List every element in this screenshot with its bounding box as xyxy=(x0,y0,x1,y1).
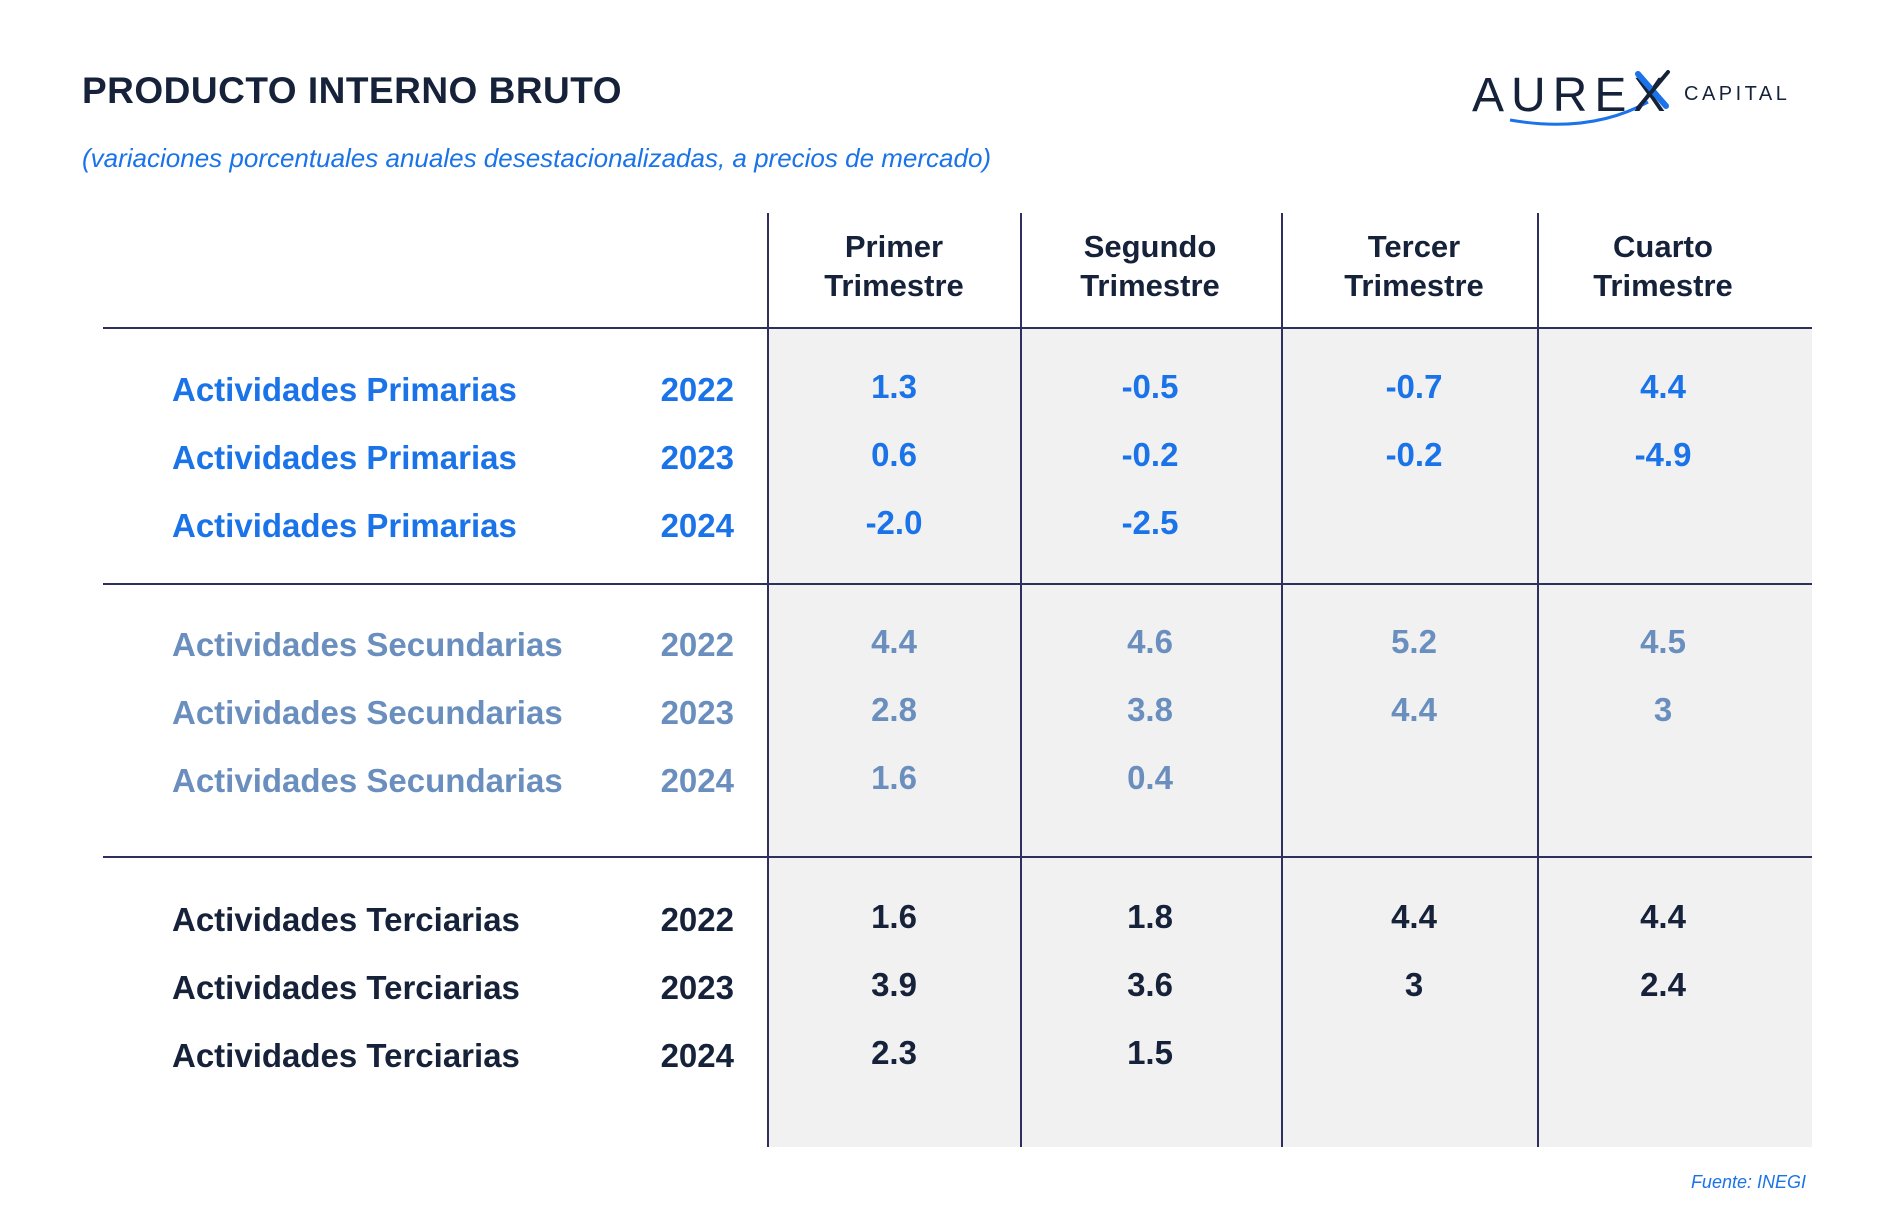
table-cell: 1.8 xyxy=(1127,898,1173,935)
table-cell: 4.5 xyxy=(1640,623,1686,660)
brand-logo: AUREX CAPITAL xyxy=(1470,62,1810,132)
row-year: 2022 xyxy=(660,901,734,938)
column-header-line1: Primer xyxy=(844,229,944,264)
column-divider xyxy=(767,213,769,1147)
column-divider xyxy=(1537,213,1539,1147)
table-cell: 3.6 xyxy=(1127,966,1173,1003)
table-cell: 5.2 xyxy=(1391,623,1437,660)
row-year: 2024 xyxy=(660,1037,734,1074)
row-divider xyxy=(103,856,1812,858)
row-label: Actividades Terciarias xyxy=(172,901,520,938)
table-cell: 3 xyxy=(1653,691,1673,728)
table-cell: 3.9 xyxy=(871,966,917,1003)
row-year: 2024 xyxy=(660,762,734,799)
page-subtitle: (variaciones porcentuales anuales desest… xyxy=(82,143,992,173)
table-cell: 0.6 xyxy=(871,436,917,473)
data-area-background xyxy=(768,329,1812,1147)
table-cell: -0.2 xyxy=(1121,436,1179,473)
row-label: Actividades Terciarias xyxy=(172,1037,520,1074)
table-cell: -4.9 xyxy=(1634,436,1692,473)
table-cell: -2.5 xyxy=(1121,504,1179,541)
column-divider xyxy=(1281,213,1283,1147)
source-note: Fuente: INEGI xyxy=(1690,1172,1806,1192)
column-header-line1: Cuarto xyxy=(1613,229,1713,264)
row-year: 2023 xyxy=(660,694,734,731)
table-cell: 0.4 xyxy=(1127,759,1173,796)
row-year: 2024 xyxy=(660,507,734,544)
table-cell: 1.6 xyxy=(871,759,917,796)
row-label: Actividades Secundarias xyxy=(172,694,563,731)
row-divider xyxy=(103,583,1812,585)
column-header-line2: Trimestre xyxy=(1344,268,1484,303)
table-cell: -0.5 xyxy=(1121,368,1179,405)
column-header-line2: Trimestre xyxy=(824,268,964,303)
column-header: Primer Trimestre xyxy=(774,227,1014,305)
table-cell: 4.4 xyxy=(1391,691,1437,728)
row-label: Actividades Secundarias xyxy=(172,762,563,799)
row-year: 2022 xyxy=(660,626,734,663)
row-year: 2023 xyxy=(660,439,734,476)
table-cell: 4.4 xyxy=(871,623,917,660)
table-cell: 4.4 xyxy=(1391,898,1437,935)
table-cell: -2.0 xyxy=(865,504,923,541)
column-header: Tercer Trimestre xyxy=(1294,227,1534,305)
table-cell: 2.4 xyxy=(1640,966,1686,1003)
row-label: Actividades Primarias xyxy=(172,439,517,476)
table-cell: 4.4 xyxy=(1640,368,1686,405)
row-year: 2022 xyxy=(660,371,734,408)
table-cell: -0.7 xyxy=(1385,368,1443,405)
table-cell: 4.4 xyxy=(1640,898,1686,935)
row-label: Actividades Terciarias xyxy=(172,969,520,1006)
row-year: 2023 xyxy=(660,969,734,1006)
column-header: Segundo Trimestre xyxy=(1030,227,1270,305)
page-title: PRODUCTO INTERNO BRUTO xyxy=(82,70,622,111)
column-header-line2: Trimestre xyxy=(1593,268,1733,303)
table-cell: 3.8 xyxy=(1127,691,1173,728)
table-cell: 2.8 xyxy=(871,691,917,728)
row-label: Actividades Primarias xyxy=(172,507,517,544)
table-cell: 2.3 xyxy=(871,1034,917,1071)
logo-tagline: CAPITAL xyxy=(1684,83,1791,105)
logo-wordmark: AUREX xyxy=(1472,69,1673,122)
table-cell: -0.2 xyxy=(1385,436,1443,473)
row-divider xyxy=(103,327,1812,329)
column-header-line1: Segundo xyxy=(1083,229,1217,264)
column-header-line2: Trimestre xyxy=(1080,268,1220,303)
column-divider xyxy=(1020,213,1022,1147)
column-header: Cuarto Trimestre xyxy=(1543,227,1783,305)
logo-swoosh-icon xyxy=(1509,70,1670,126)
row-label: Actividades Secundarias xyxy=(172,626,563,663)
table-cell: 1.3 xyxy=(871,368,917,405)
table-cell: 4.6 xyxy=(1127,623,1173,660)
row-label: Actividades Primarias xyxy=(172,371,517,408)
table-cell: 1.6 xyxy=(871,898,917,935)
column-header-line1: Tercer xyxy=(1367,229,1461,264)
table-cell: 1.5 xyxy=(1127,1034,1173,1071)
table-cell: 3 xyxy=(1404,966,1424,1003)
